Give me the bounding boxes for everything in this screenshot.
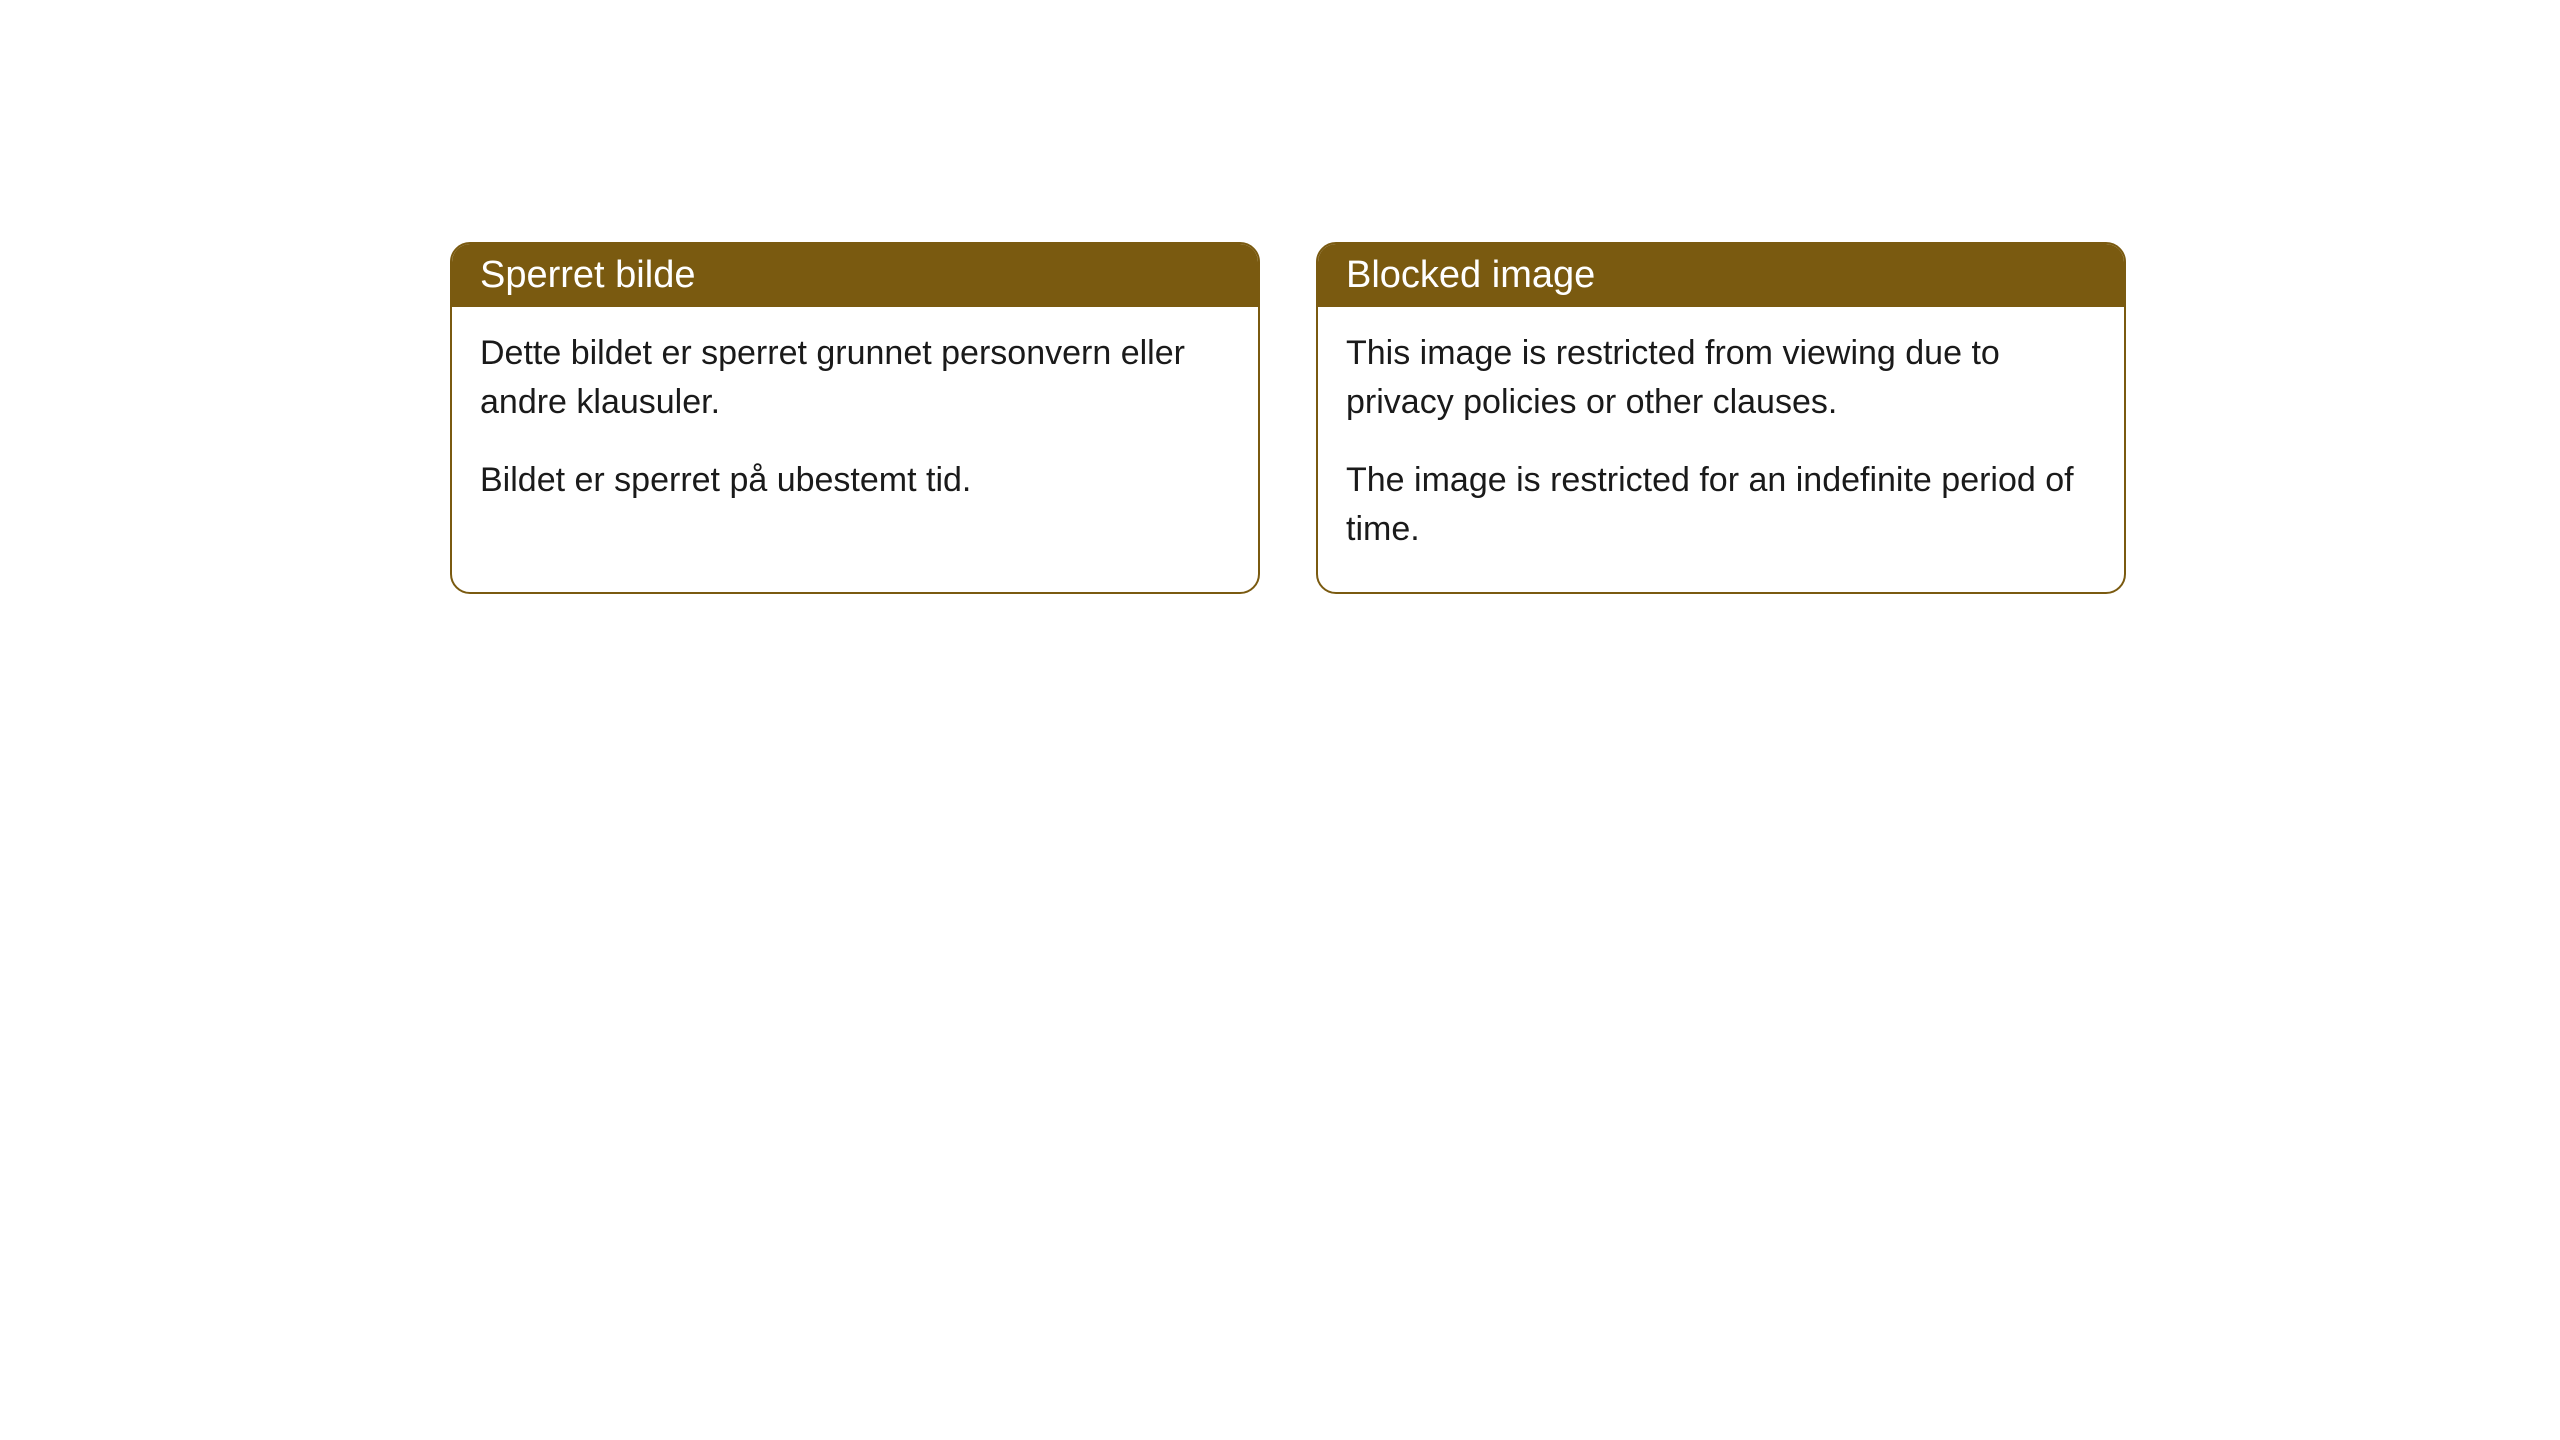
card-paragraph: This image is restricted from viewing du… [1346, 329, 2096, 428]
card-title: Sperret bilde [480, 254, 695, 296]
card-title: Blocked image [1346, 254, 1595, 296]
notice-cards-container: Sperret bilde Dette bildet er sperret gr… [450, 242, 2126, 594]
card-paragraph: Dette bildet er sperret grunnet personve… [480, 329, 1230, 428]
card-body-norwegian: Dette bildet er sperret grunnet personve… [452, 307, 1258, 543]
notice-card-norwegian: Sperret bilde Dette bildet er sperret gr… [450, 242, 1260, 594]
card-paragraph: Bildet er sperret på ubestemt tid. [480, 456, 1230, 505]
card-body-english: This image is restricted from viewing du… [1318, 307, 2124, 592]
card-header-english: Blocked image [1318, 244, 2124, 307]
card-header-norwegian: Sperret bilde [452, 244, 1258, 307]
card-paragraph: The image is restricted for an indefinit… [1346, 456, 2096, 555]
notice-card-english: Blocked image This image is restricted f… [1316, 242, 2126, 594]
